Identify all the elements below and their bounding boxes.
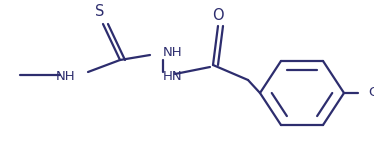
Text: NH: NH [55,69,75,82]
Text: O: O [212,9,224,24]
Text: Cl: Cl [368,87,374,99]
Text: NH: NH [163,45,183,58]
Text: HN: HN [163,69,183,82]
Text: S: S [95,4,105,20]
